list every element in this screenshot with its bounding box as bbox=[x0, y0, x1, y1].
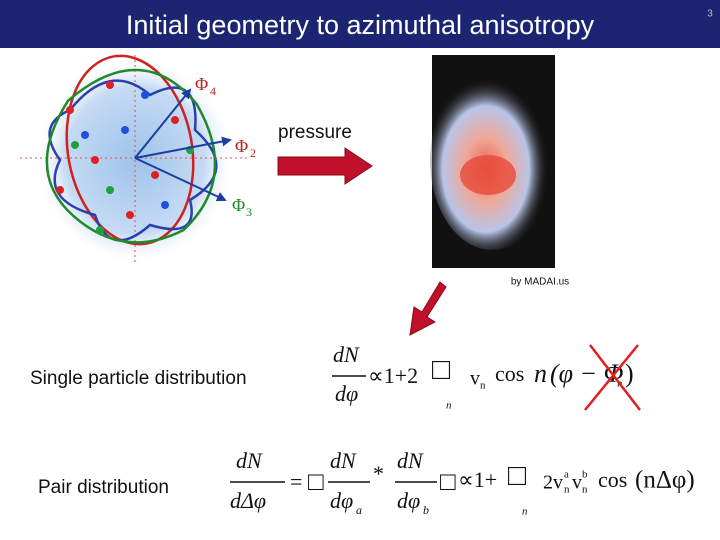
eq-part: a bbox=[356, 503, 362, 517]
eq-part: n bbox=[480, 380, 486, 392]
eq-part: dN bbox=[333, 342, 360, 367]
eq-part: = bbox=[290, 469, 302, 494]
eq-part: v bbox=[572, 472, 582, 494]
eq-part: n bbox=[534, 359, 547, 388]
cross-out bbox=[584, 344, 639, 411]
eq-part: n bbox=[522, 506, 528, 518]
arrow-label: pressure bbox=[278, 122, 352, 143]
eq-part: b bbox=[423, 503, 429, 517]
slide-title: Initial geometry to azimuthal anisotropy bbox=[126, 10, 595, 40]
eq-part: dN bbox=[330, 448, 357, 473]
phi-symbol: Φ bbox=[195, 74, 208, 94]
eq-part: cos bbox=[495, 361, 524, 386]
title-bar bbox=[0, 0, 720, 48]
eq-part: ) bbox=[625, 359, 634, 388]
equation: dN dΔφ = □ dN dφ a * dN dφ b □ ∝1+ □ n 2… bbox=[230, 448, 695, 518]
eq-part: b bbox=[582, 469, 588, 481]
eq-part: n bbox=[582, 484, 588, 496]
eq-part: n bbox=[446, 400, 452, 412]
phi-index: 3 bbox=[246, 205, 252, 219]
eq-part: dN bbox=[236, 448, 263, 473]
eq-part: □ bbox=[308, 467, 324, 496]
phi-index: 2 bbox=[250, 146, 256, 160]
equation-label: Single particle distribution bbox=[30, 368, 247, 389]
eq-part: * bbox=[373, 461, 384, 486]
cross-out bbox=[589, 344, 641, 411]
equation: dN dφ ∝1+2 □ n v n cos n (φ − Φ n ) bbox=[332, 342, 634, 412]
eq-part: n bbox=[564, 484, 570, 496]
image-credit: by MADAI.us bbox=[511, 277, 569, 288]
eq-part: □ bbox=[432, 353, 451, 386]
phi-symbol: Φ bbox=[232, 195, 245, 215]
eq-part: □ bbox=[508, 459, 527, 492]
phi-symbol: Φ bbox=[235, 136, 248, 156]
phi-index: 4 bbox=[210, 84, 216, 98]
eq-part: ∝1+ bbox=[458, 467, 497, 492]
page-number: 3 bbox=[707, 9, 713, 20]
eq-part: dφ bbox=[330, 488, 353, 513]
eq-part: v bbox=[470, 368, 480, 390]
eq-part: □ bbox=[440, 467, 456, 496]
eq-part: cos bbox=[598, 467, 627, 492]
down-arrow bbox=[409, 281, 447, 336]
eq-part: 2v bbox=[543, 472, 563, 494]
eq-part: dΔφ bbox=[230, 488, 266, 513]
geometry-figure bbox=[20, 54, 250, 265]
eq-part: dφ bbox=[335, 381, 358, 406]
pressure-arrow bbox=[277, 147, 373, 185]
eq-part: dφ bbox=[397, 488, 420, 513]
eq-part: ∝1+2 bbox=[368, 363, 418, 388]
eq-part: a bbox=[564, 469, 569, 481]
eq-part: dN bbox=[397, 448, 424, 473]
eq-part: (nΔφ) bbox=[635, 467, 695, 494]
equation-label: Pair distribution bbox=[38, 477, 169, 498]
simulation-image bbox=[430, 55, 555, 268]
